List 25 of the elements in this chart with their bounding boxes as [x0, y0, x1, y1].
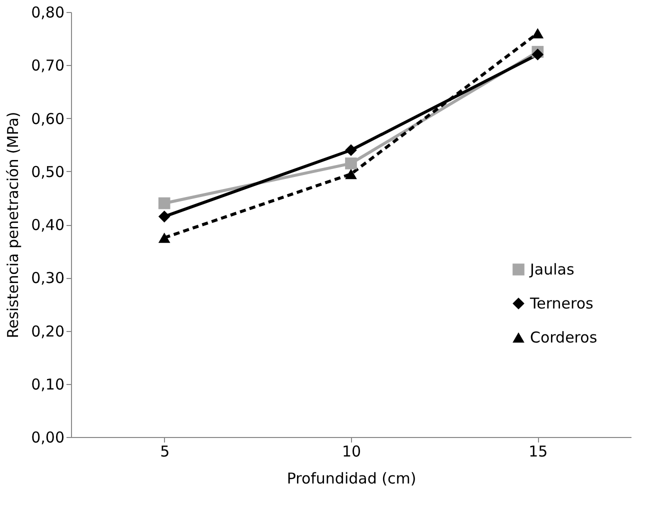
y-tick-label: 0,10	[31, 375, 64, 394]
point	[345, 144, 357, 156]
x-tick-label: 15	[528, 442, 548, 460]
y-tick-label: 0,80	[31, 4, 64, 22]
legend-label: Terneros	[529, 294, 594, 312]
y-tick-label: 0,70	[31, 56, 64, 75]
y-tick-label: 0,00	[31, 428, 64, 446]
x-tick-label: 5	[160, 442, 170, 460]
y-tick-label: 0,60	[31, 110, 64, 128]
point	[158, 197, 170, 210]
legend-label: Corderos	[530, 328, 598, 346]
y-tick-label: 0,20	[31, 322, 64, 340]
x-tick-label: 10	[342, 442, 362, 460]
point	[345, 168, 357, 180]
x-axis-title: Profundidad (cm)	[286, 470, 416, 488]
point	[532, 28, 544, 38]
y-tick-label: 0,50	[31, 162, 64, 181]
y-tick-label: 0,30	[31, 269, 64, 288]
point	[532, 48, 544, 60]
legend-label: Jaulas	[529, 260, 574, 278]
point	[345, 157, 357, 170]
point	[158, 232, 170, 243]
y-axis-title: Resistencia penetración (MPa)	[4, 112, 22, 338]
y-tick-label: 0,40	[31, 216, 64, 234]
point	[158, 210, 170, 222]
